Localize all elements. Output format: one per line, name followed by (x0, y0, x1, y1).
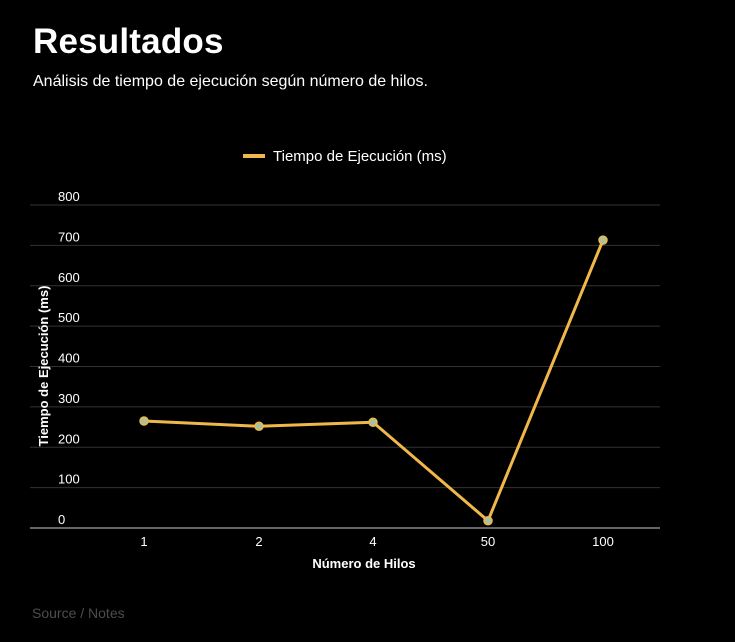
data-point[interactable] (139, 416, 149, 426)
x-tick-label: 4 (369, 534, 376, 549)
y-tick-label: 200 (58, 431, 80, 446)
y-tick-label: 300 (58, 391, 80, 406)
x-axis-ticks: 1 2 4 50 100 (140, 534, 613, 549)
y-tick-label: 400 (58, 351, 80, 366)
page-title: Resultados (33, 22, 224, 61)
page-subtitle: Análisis de tiempo de ejecución según nú… (33, 73, 428, 90)
x-axis-title: Número de Hilos (312, 556, 415, 571)
y-tick-label: 500 (58, 310, 80, 325)
y-axis-ticks: 0 100 200 300 400 500 600 700 800 (58, 189, 80, 527)
y-tick-label: 100 (58, 472, 80, 487)
data-point[interactable] (254, 421, 264, 432)
y-tick-label: 700 (58, 229, 80, 244)
data-point[interactable] (483, 515, 493, 526)
y-axis-title: Tiempo de Ejecución (ms) (36, 286, 51, 447)
x-tick-label: 50 (481, 534, 495, 549)
data-point[interactable] (598, 235, 608, 245)
y-tick-label: 0 (58, 512, 65, 527)
y-tick-label: 600 (58, 270, 80, 285)
series-layer (139, 235, 608, 526)
series-line (143, 239, 605, 523)
source-notes: Source / Notes (32, 605, 125, 621)
x-tick-label: 2 (255, 534, 262, 549)
legend-label: Tiempo de Ejecución (ms) (273, 148, 447, 165)
x-tick-label: 100 (592, 534, 614, 549)
data-point[interactable] (368, 417, 378, 427)
x-tick-label: 1 (140, 534, 147, 549)
y-tick-label: 800 (58, 189, 80, 204)
legend: Tiempo de Ejecución (ms) (243, 148, 447, 165)
gridlines (30, 204, 660, 489)
